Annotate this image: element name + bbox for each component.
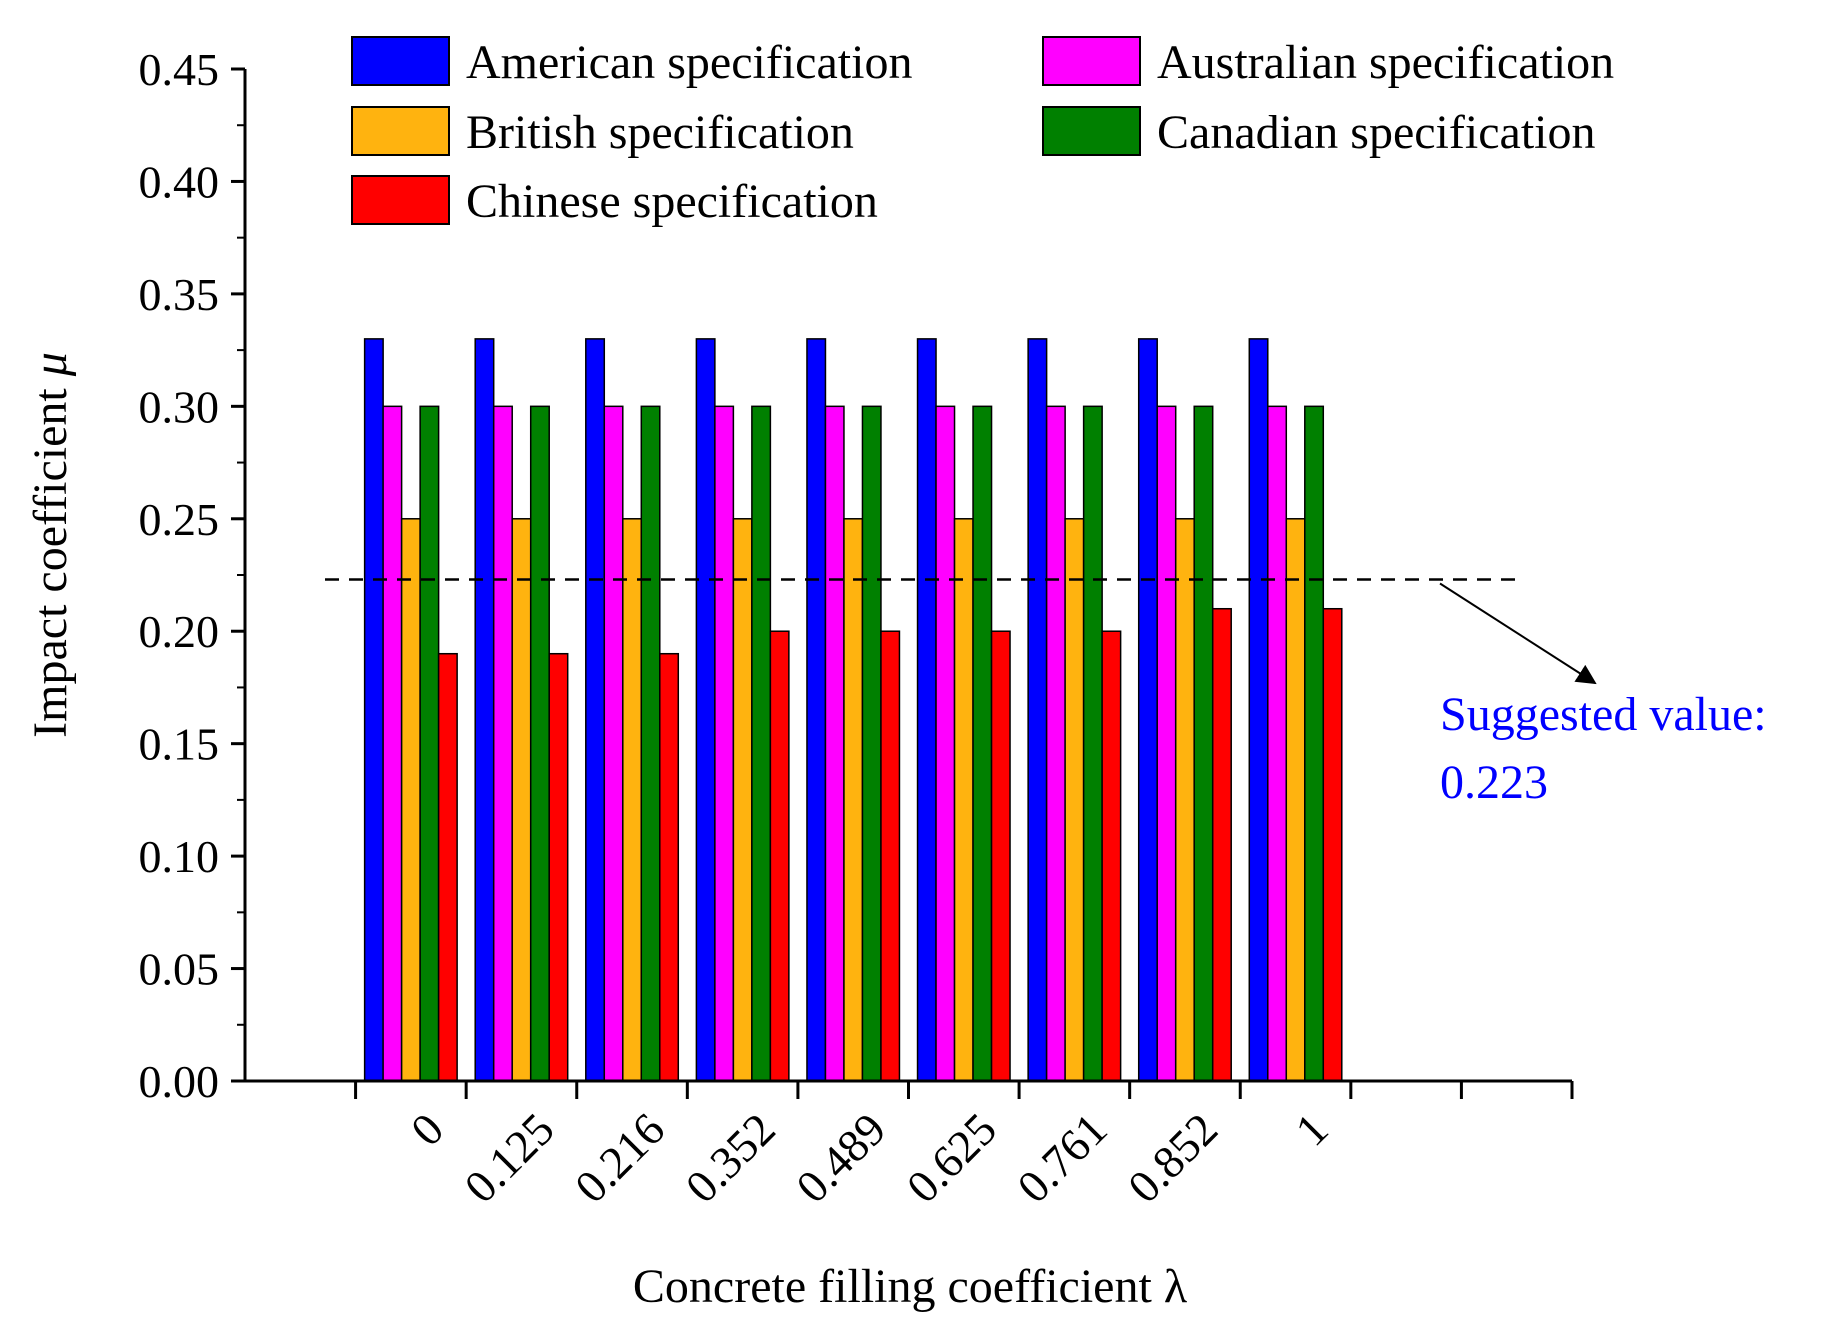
- bar-canadian-1: [529, 405, 550, 1082]
- bar-canadian-6: [1082, 405, 1103, 1082]
- bar-australian-4: [824, 405, 845, 1082]
- bar-british-8: [1285, 518, 1306, 1082]
- bar-australian-5: [935, 405, 956, 1082]
- x-tick-label: 0.216: [565, 1103, 674, 1212]
- bar-british-2: [622, 518, 643, 1082]
- annotation-arrow: [1439, 582, 1597, 685]
- bar-chinese-2: [659, 652, 680, 1082]
- bar-british-3: [732, 518, 753, 1082]
- y-tick-label: 0.45: [139, 44, 220, 95]
- bar-american-1: [474, 338, 495, 1082]
- bar-american-8: [1248, 338, 1269, 1082]
- x-tick-label: 1: [1285, 1103, 1337, 1155]
- legend: American specification Australian specifi…: [351, 36, 1614, 228]
- bar-british-1: [511, 518, 532, 1082]
- bar-canadian-7: [1193, 405, 1214, 1082]
- bar-british-5: [953, 518, 974, 1082]
- bar-australian-7: [1156, 405, 1177, 1082]
- bar-chinese-1: [548, 652, 569, 1082]
- y-axis-title-text: Impact coefficient: [24, 376, 77, 738]
- x-tick-label: 0.625: [897, 1103, 1006, 1212]
- bar-canadian-0: [419, 405, 440, 1082]
- bar-australian-0: [382, 405, 403, 1082]
- y-tick-label: 0.15: [139, 719, 220, 770]
- legend-label-american: American specification: [466, 36, 912, 89]
- bar-australian-2: [603, 405, 624, 1082]
- reference-line-group: Suggested value: 0.223: [325, 578, 1767, 809]
- y-axis-title: Impact coefficient μ: [24, 352, 77, 738]
- bar-canadian-4: [861, 405, 882, 1082]
- bar-chinese-8: [1322, 607, 1343, 1082]
- bar-american-4: [806, 338, 827, 1082]
- y-tick-label: 0.10: [139, 831, 220, 882]
- legend-label-canadian: Canadian specification: [1157, 106, 1596, 159]
- legend-label-australian: Australian specification: [1157, 36, 1614, 89]
- y-axis-title-symbol: μ: [24, 352, 77, 377]
- bar-british-7: [1174, 518, 1195, 1082]
- bar-chinese-3: [769, 630, 790, 1082]
- legend-swatch-british: [351, 106, 450, 156]
- bar-american-0: [363, 338, 384, 1082]
- bar-american-2: [585, 338, 606, 1082]
- legend-swatch-canadian: [1042, 106, 1141, 156]
- x-axis-title: Concrete filling coefficient λ: [633, 1260, 1188, 1313]
- bar-australian-1: [492, 405, 513, 1082]
- bar-british-4: [843, 518, 864, 1082]
- bar-australian-8: [1267, 405, 1288, 1082]
- legend-swatch-australian: [1042, 36, 1141, 86]
- y-tick-label: 0.40: [139, 156, 220, 207]
- bar-australian-6: [1045, 405, 1066, 1082]
- bar-chinese-7: [1211, 607, 1232, 1082]
- bar-american-6: [1027, 338, 1048, 1082]
- legend-swatch-chinese: [351, 175, 450, 225]
- x-tick-label: 0.352: [676, 1103, 785, 1212]
- bar-chinese-0: [437, 652, 458, 1082]
- x-tick-label: 0: [401, 1103, 453, 1155]
- bar-canadian-3: [751, 405, 772, 1082]
- bar-chinese-4: [880, 630, 901, 1082]
- bar-canadian-2: [640, 405, 661, 1082]
- y-tick-label: 0.05: [139, 944, 220, 995]
- bar-american-7: [1137, 338, 1158, 1082]
- x-tick-label: 0.761: [1007, 1103, 1116, 1212]
- bar-chinese-5: [990, 630, 1011, 1082]
- x-tick-label: 0.489: [786, 1103, 895, 1212]
- bar-british-6: [1064, 518, 1085, 1082]
- bar-canadian-8: [1304, 405, 1325, 1082]
- y-tick-label: 0.00: [139, 1056, 220, 1107]
- legend-swatch-american: [351, 36, 450, 86]
- bar-canadian-5: [972, 405, 993, 1082]
- bar-american-5: [916, 338, 937, 1082]
- bars: [363, 338, 1343, 1082]
- annotation-label-line2: 0.223: [1440, 756, 1548, 809]
- y-tick-label: 0.25: [139, 494, 220, 545]
- x-tick-label: 0.125: [455, 1103, 564, 1212]
- bar-british-0: [400, 518, 421, 1082]
- bar-australian-3: [714, 405, 735, 1082]
- y-tick-label: 0.35: [139, 269, 220, 320]
- annotation-label-line1: Suggested value:: [1440, 688, 1767, 741]
- legend-label-british: British specification: [466, 106, 854, 159]
- x-tick-label: 0.852: [1118, 1103, 1227, 1212]
- legend-label-chinese: Chinese specification: [466, 175, 878, 228]
- y-tick-label: 0.20: [139, 606, 220, 657]
- y-tick-label: 0.30: [139, 381, 220, 432]
- bar-american-3: [695, 338, 716, 1082]
- bar-chinese-6: [1101, 630, 1122, 1082]
